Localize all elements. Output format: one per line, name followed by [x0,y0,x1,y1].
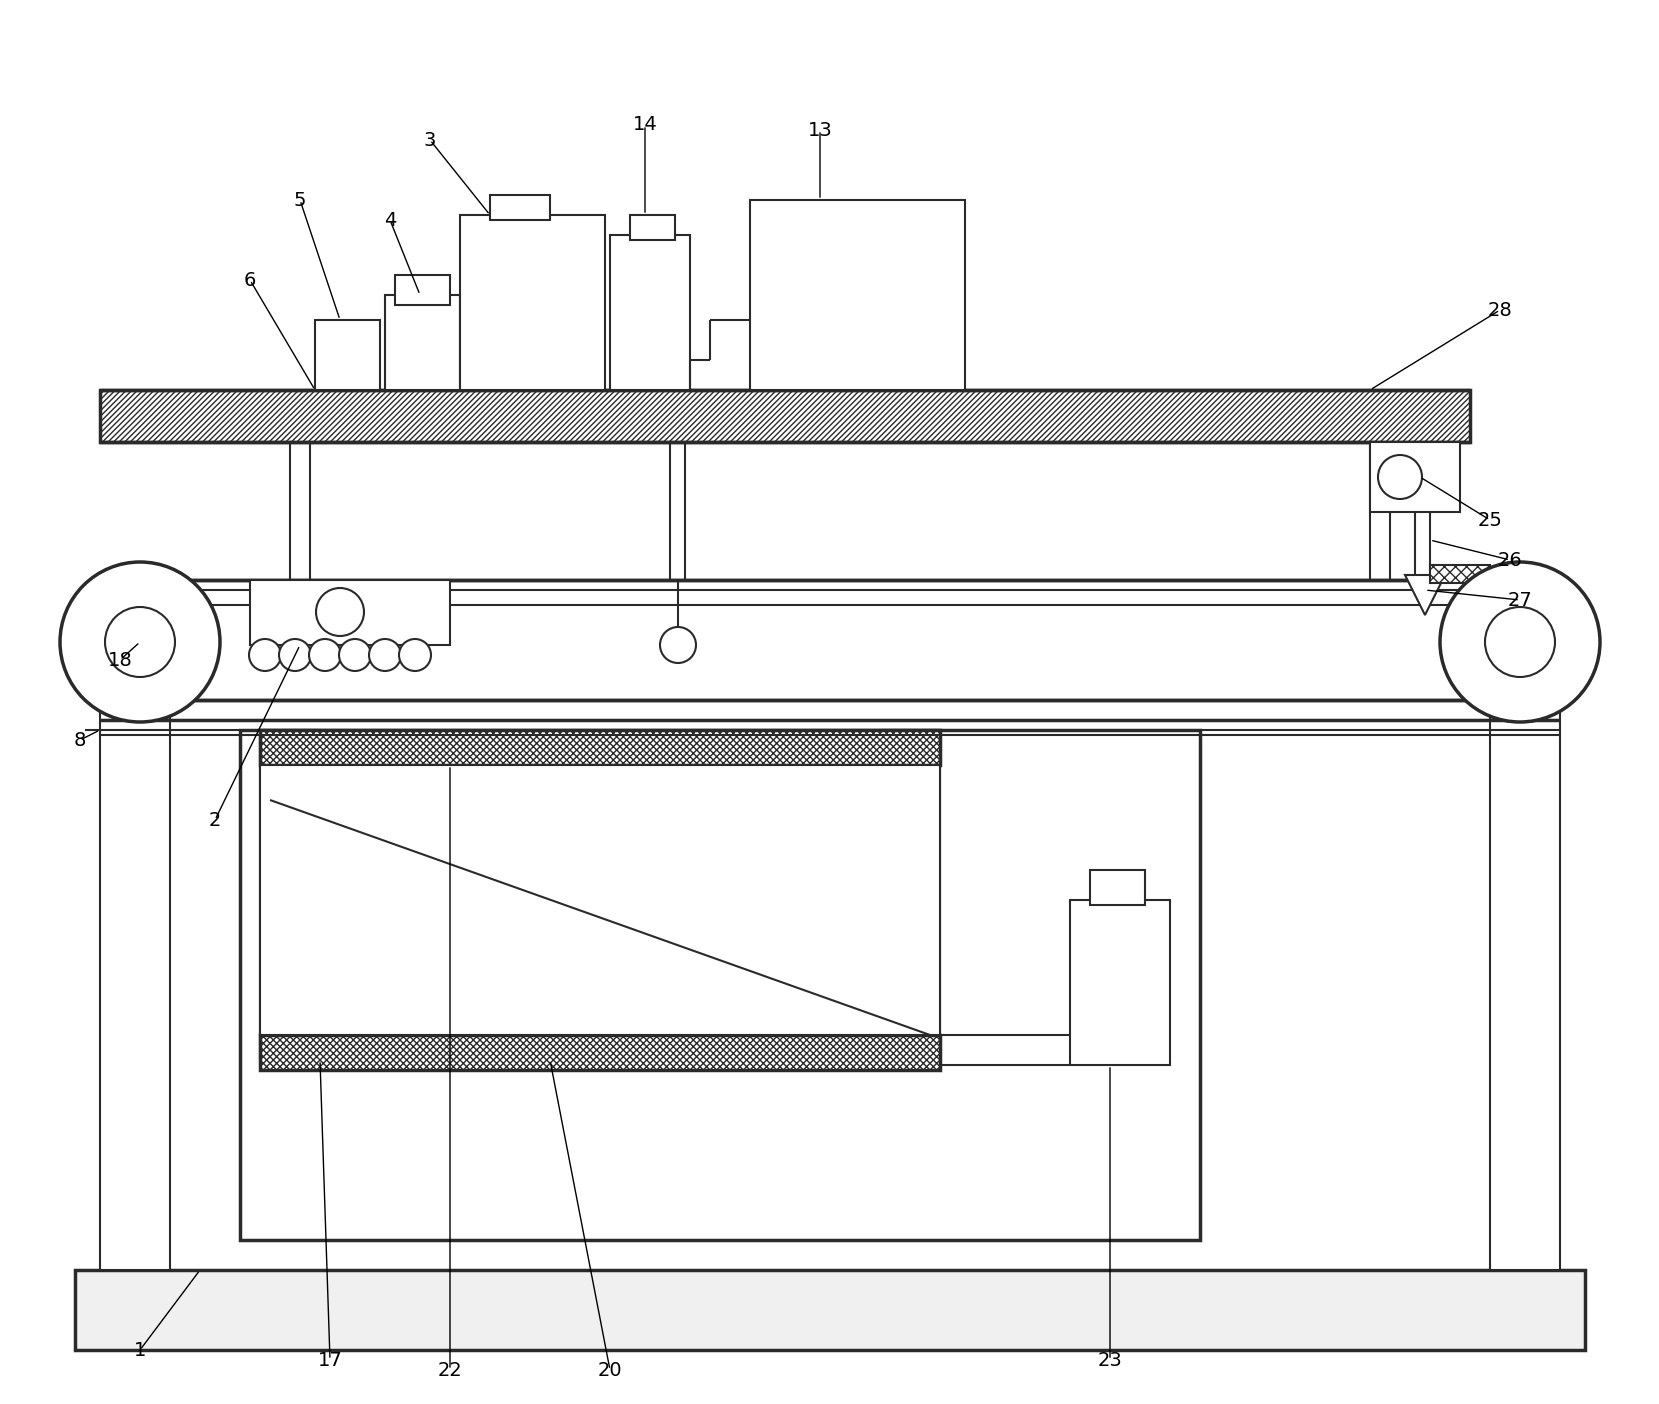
Text: 22: 22 [438,1360,463,1380]
Bar [1090,870,1145,906]
Bar [100,390,1470,442]
Polygon shape [260,730,320,1060]
Text: 8: 8 [73,730,86,750]
Text: 23: 23 [1098,1351,1123,1369]
Text: 28: 28 [1488,300,1513,320]
Bar [260,1035,941,1070]
Text: 14: 14 [632,115,657,135]
Bar [1490,580,1559,1271]
Text: 13: 13 [808,121,833,139]
Circle shape [249,639,280,671]
Circle shape [105,607,174,677]
Text: 20: 20 [597,1360,622,1380]
Bar [100,580,169,1271]
Circle shape [1485,607,1554,677]
Text: 5: 5 [294,191,307,209]
Bar [611,234,690,390]
Circle shape [368,639,401,671]
Circle shape [1440,562,1599,722]
Bar [630,215,675,240]
Bar [1070,900,1170,1066]
Bar [750,199,966,390]
Polygon shape [879,730,941,1060]
Text: 26: 26 [1498,550,1523,570]
Circle shape [279,639,310,671]
Text: 1: 1 [134,1341,146,1359]
Text: 3: 3 [423,131,436,149]
Text: 4: 4 [383,211,397,229]
Circle shape [1379,455,1422,498]
Circle shape [660,628,697,663]
Polygon shape [1405,576,1445,615]
Text: 27: 27 [1508,591,1533,609]
Bar [395,275,450,305]
Bar [315,320,380,390]
Bar [260,730,941,765]
Bar [460,215,606,390]
Text: 6: 6 [244,271,255,289]
Bar [1430,564,1490,583]
Bar [241,730,1199,1240]
Circle shape [400,639,431,671]
Circle shape [309,639,342,671]
Bar [75,1271,1584,1351]
Text: 17: 17 [317,1351,342,1369]
Bar [1370,442,1460,512]
Circle shape [338,639,372,671]
Circle shape [60,562,221,722]
Text: 2: 2 [209,810,221,830]
Bar [489,195,551,220]
Bar [385,295,460,390]
Text: 18: 18 [108,650,133,670]
Circle shape [315,588,363,636]
Bar [251,580,450,644]
Bar [260,765,941,1035]
Text: 25: 25 [1478,511,1503,529]
